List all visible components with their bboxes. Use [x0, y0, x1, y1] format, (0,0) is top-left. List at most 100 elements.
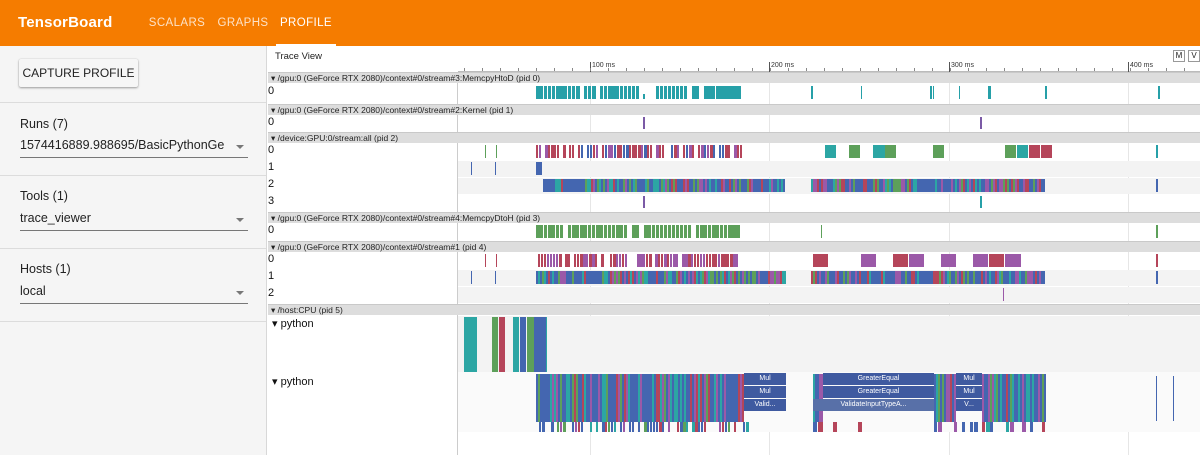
- trace-event[interactable]: [548, 86, 551, 99]
- trace-event[interactable]: [540, 225, 543, 238]
- trace-event[interactable]: [949, 179, 951, 192]
- trace-event[interactable]: [734, 271, 736, 284]
- trace-event[interactable]: [563, 179, 565, 192]
- trace-event[interactable]: [637, 254, 640, 267]
- trace-event[interactable]: [592, 374, 594, 422]
- trace-event[interactable]: [861, 271, 863, 284]
- trace-event[interactable]: [723, 179, 725, 192]
- trace-event[interactable]: [893, 179, 895, 192]
- trace-event[interactable]: [632, 374, 634, 422]
- trace-event[interactable]: [712, 86, 715, 99]
- trace-event[interactable]: [576, 86, 580, 99]
- trace-event[interactable]: [1156, 376, 1157, 421]
- trace-event[interactable]: [899, 179, 901, 192]
- trace-event[interactable]: [734, 374, 736, 422]
- trace-event[interactable]: [763, 179, 765, 192]
- trace-event[interactable]: [556, 86, 560, 99]
- trace-event[interactable]: [722, 374, 724, 422]
- trace-event[interactable]: [689, 179, 691, 192]
- trace-event[interactable]: [1027, 179, 1029, 192]
- trace-event[interactable]: [1015, 271, 1017, 284]
- trace-event[interactable]: [589, 254, 592, 267]
- trace-event[interactable]: [700, 271, 702, 284]
- trace-event[interactable]: [714, 374, 716, 422]
- trace-event[interactable]: [664, 271, 666, 284]
- trace-event[interactable]: [629, 422, 631, 432]
- trace-event[interactable]: [485, 254, 486, 267]
- trace-event[interactable]: [899, 271, 901, 284]
- trace-event[interactable]: [819, 374, 821, 422]
- trace-event[interactable]: [551, 422, 554, 432]
- trace-event[interactable]: [576, 271, 578, 284]
- trace-event[interactable]: [951, 179, 953, 192]
- trace-event[interactable]: [934, 422, 937, 432]
- trace-event[interactable]: [827, 179, 829, 192]
- trace-event[interactable]: [620, 145, 622, 158]
- trace-event[interactable]: [601, 179, 603, 192]
- trace-event[interactable]: [610, 374, 612, 422]
- trace-event[interactable]: [636, 86, 639, 99]
- trace-event[interactable]: [587, 145, 589, 158]
- trace-event[interactable]: [992, 374, 994, 422]
- trace-event[interactable]: [981, 179, 983, 192]
- capture-profile-button[interactable]: CAPTURE PROFILE: [19, 59, 138, 87]
- trace-event[interactable]: [562, 271, 564, 284]
- trace-event[interactable]: [736, 271, 738, 284]
- trace-event[interactable]: [550, 254, 552, 267]
- trace-event[interactable]: [841, 179, 843, 192]
- trace-event[interactable]: [617, 145, 620, 158]
- trace-event[interactable]: [618, 374, 620, 422]
- trace-event[interactable]: [957, 271, 959, 284]
- trace-event[interactable]: [1016, 374, 1018, 422]
- trace-event[interactable]: [699, 179, 701, 192]
- trace-event[interactable]: [601, 254, 604, 267]
- trace-event[interactable]: [773, 179, 775, 192]
- trace-event[interactable]: [994, 374, 996, 422]
- trace-event[interactable]: [549, 179, 551, 192]
- trace-event[interactable]: [642, 374, 644, 422]
- trace-event[interactable]: [596, 225, 600, 238]
- trace-event[interactable]: [987, 179, 989, 192]
- trace-event[interactable]: [895, 179, 897, 192]
- trace-event[interactable]: [1005, 271, 1007, 284]
- trace-event[interactable]: [853, 179, 855, 192]
- trace-event[interactable]: [938, 374, 940, 422]
- trace-event[interactable]: [670, 374, 672, 422]
- trace-event[interactable]: [593, 179, 595, 192]
- tools-select[interactable]: trace_viewer: [20, 209, 248, 231]
- trace-event[interactable]: [857, 271, 859, 284]
- trace-slice[interactable]: Valid...: [744, 399, 786, 411]
- trace-event[interactable]: [873, 271, 875, 284]
- trace-event[interactable]: [736, 225, 740, 238]
- trace-event[interactable]: [919, 271, 921, 284]
- trace-event[interactable]: [717, 179, 719, 192]
- trace-event[interactable]: [692, 374, 694, 422]
- trace-event[interactable]: [565, 179, 567, 192]
- trace-event[interactable]: [769, 179, 771, 192]
- trace-event[interactable]: [527, 317, 534, 372]
- trace-event[interactable]: [1027, 271, 1029, 284]
- trace-event[interactable]: [815, 271, 817, 284]
- trace-event[interactable]: [1156, 225, 1158, 238]
- trace-event[interactable]: [943, 179, 945, 192]
- trace-event[interactable]: [710, 145, 713, 158]
- trace-event[interactable]: [999, 271, 1001, 284]
- trace-event[interactable]: [695, 179, 697, 192]
- trace-event[interactable]: [817, 374, 819, 422]
- trace-event[interactable]: [879, 271, 881, 284]
- trace-event[interactable]: [774, 271, 776, 284]
- trace-event[interactable]: [973, 254, 988, 267]
- trace-event[interactable]: [650, 422, 652, 432]
- trace-event[interactable]: [782, 271, 784, 284]
- trace-event[interactable]: [817, 271, 819, 284]
- trace-event[interactable]: [540, 271, 542, 284]
- trace-event[interactable]: [776, 271, 778, 284]
- trace-event[interactable]: [915, 179, 917, 192]
- trace-event[interactable]: [734, 422, 736, 432]
- trace-event[interactable]: [934, 374, 936, 422]
- trace-event[interactable]: [572, 145, 574, 158]
- trace-event[interactable]: [961, 271, 963, 284]
- trace-event[interactable]: [644, 271, 646, 284]
- trace-event[interactable]: [1038, 374, 1040, 422]
- trace-event[interactable]: [727, 179, 729, 192]
